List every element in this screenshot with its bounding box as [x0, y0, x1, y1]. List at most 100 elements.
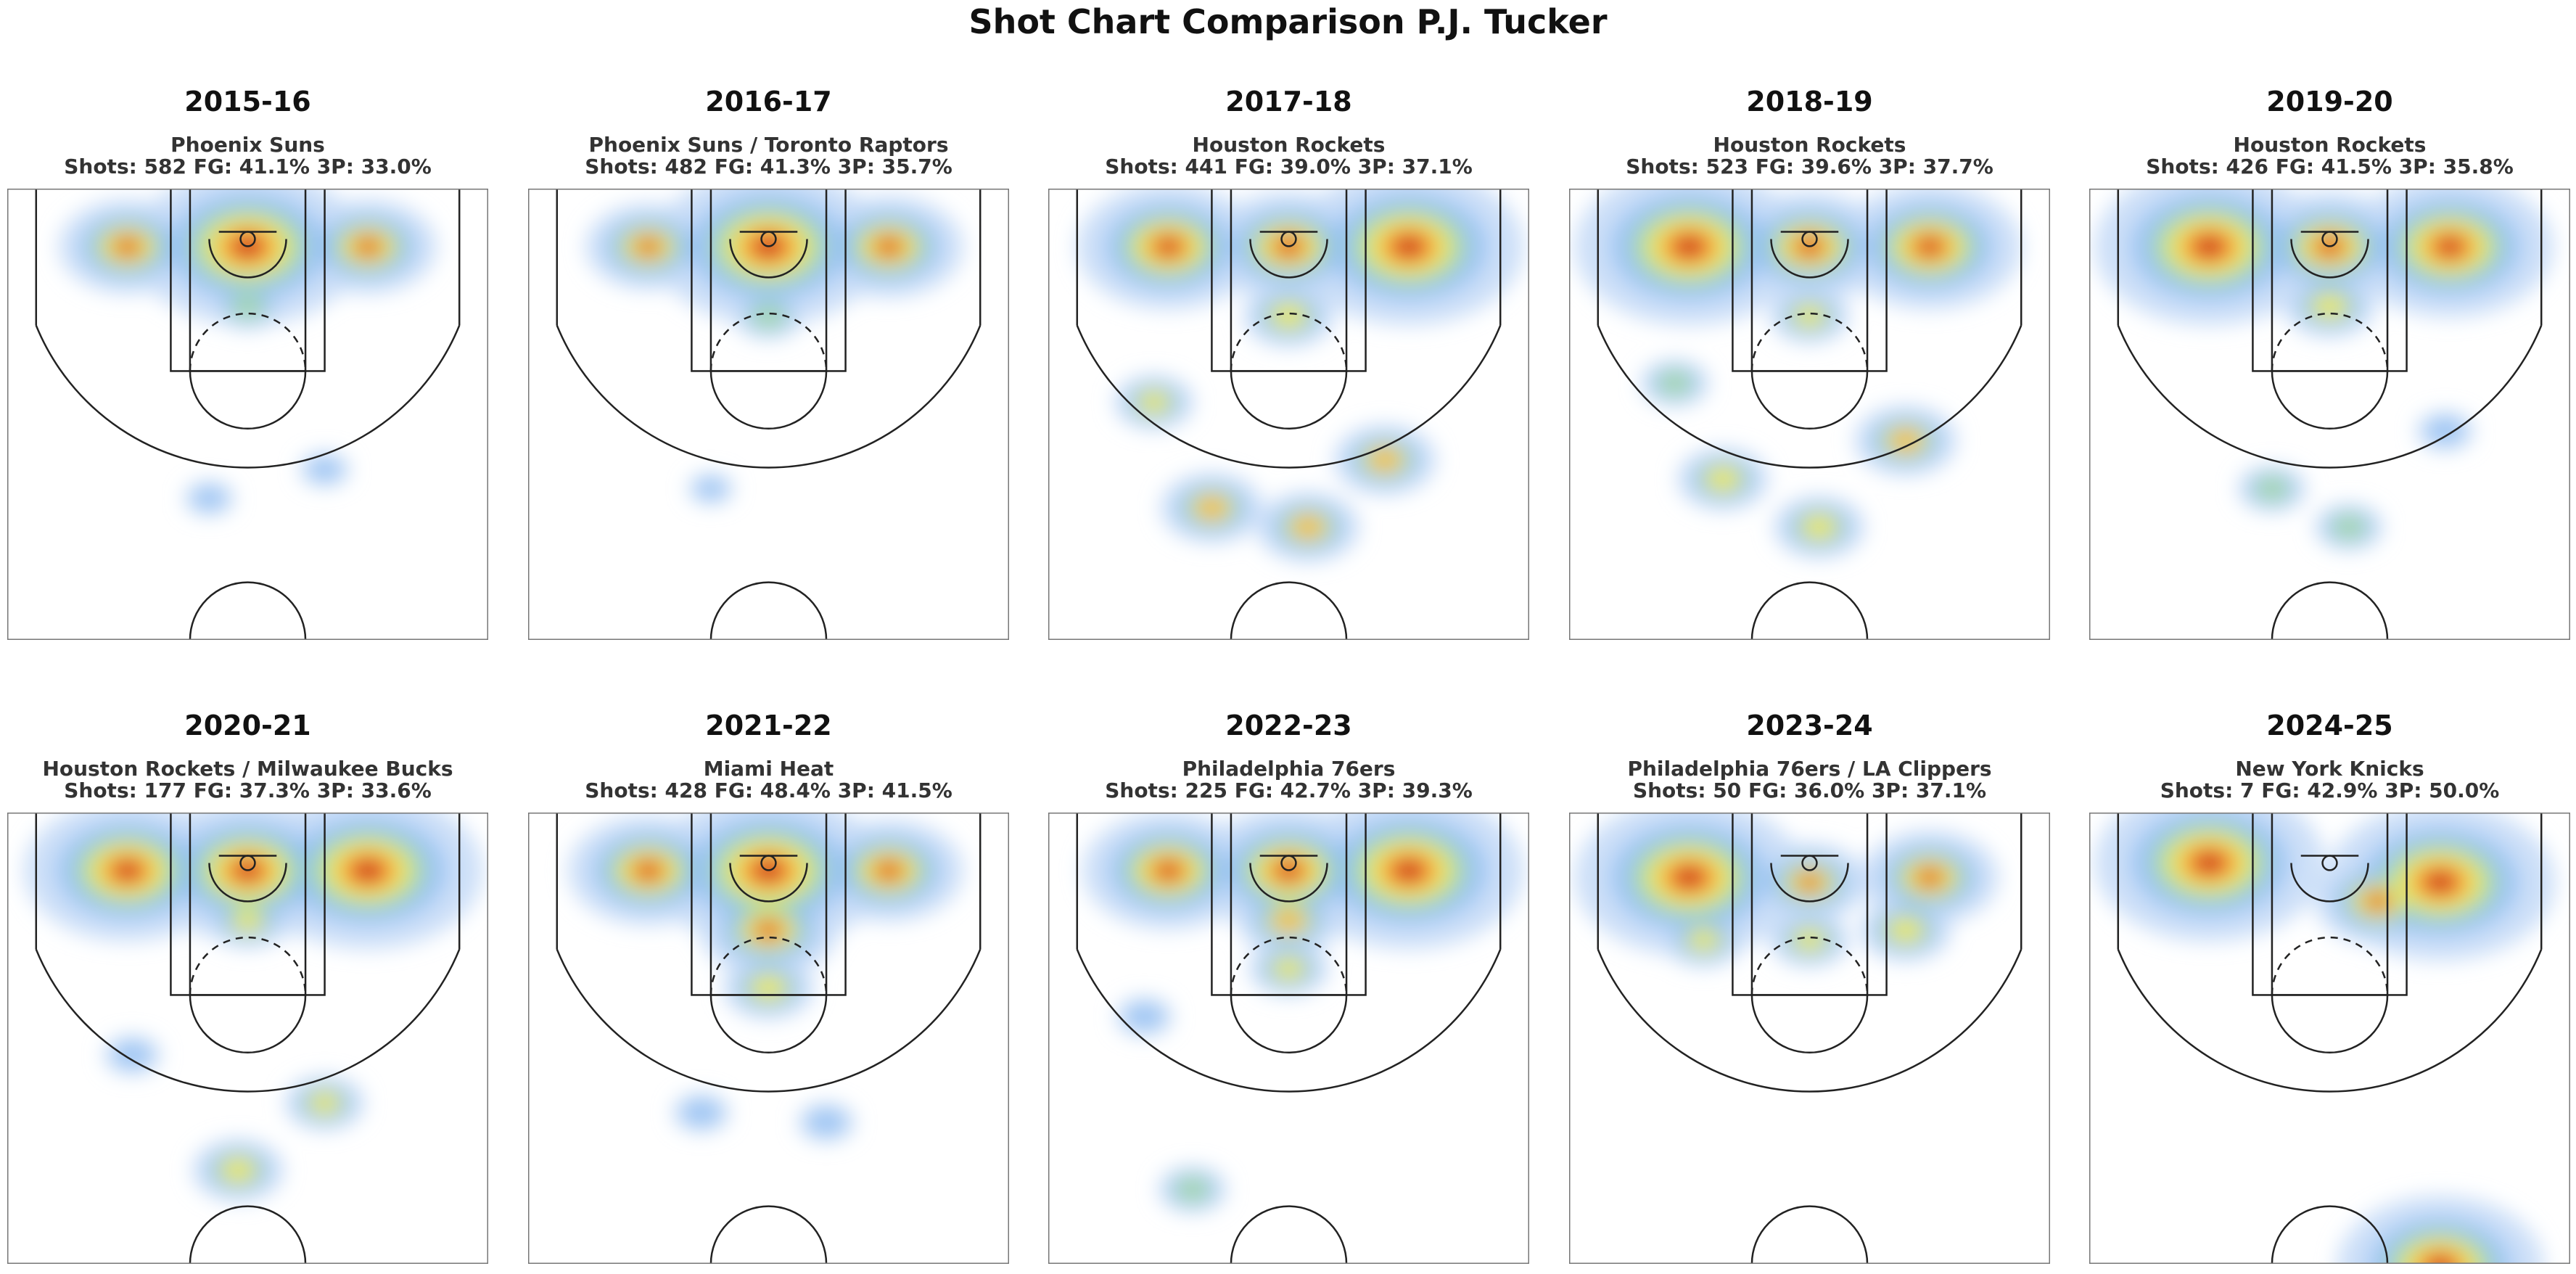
heat-blob	[1160, 241, 1177, 253]
court-svg	[528, 813, 1009, 1264]
season-title: 2022-23	[1225, 710, 1352, 741]
heat-blob	[752, 976, 786, 1000]
court-svg	[2089, 813, 2570, 1264]
heat-blob	[230, 294, 266, 318]
heat-blob	[2429, 874, 2451, 889]
shot-stats-label: Shots: 225 FG: 42.7% 3P: 39.3%	[1105, 778, 1473, 802]
heat-blob	[2424, 1254, 2457, 1264]
heat-blob	[1658, 371, 1692, 395]
heat-blob	[2332, 515, 2366, 539]
team-label: Houston Rockets / Milwaukee Bucks	[42, 757, 453, 781]
heat-blob	[641, 866, 656, 876]
season-title: 2018-19	[1746, 86, 1873, 118]
team-label: Philadelphia 76ers / LA Clippers	[1627, 757, 1992, 781]
shot-stats-label: Shots: 50 FG: 36.0% 3P: 37.1%	[1632, 778, 1987, 802]
heat-blob	[1124, 1003, 1165, 1031]
shot-stats-label: Shots: 582 FG: 41.1% 3P: 33.0%	[64, 155, 432, 178]
heat-blob	[1272, 304, 1306, 328]
heat-blob	[1139, 392, 1169, 413]
heat-blob	[1689, 929, 1719, 950]
heat-blob	[233, 910, 263, 931]
season-title: 2023-24	[1746, 710, 1873, 741]
shot-stats-label: Shots: 428 FG: 48.4% 3P: 41.5%	[585, 778, 952, 802]
heat-blob	[112, 1041, 152, 1069]
heat-blob	[751, 304, 786, 328]
heat-blob	[1295, 518, 1321, 536]
court-heatmap	[1048, 813, 1529, 1264]
team-label: Phoenix Suns	[170, 133, 325, 157]
season-title: 2017-18	[1225, 86, 1352, 118]
heat-blob	[1804, 878, 1815, 886]
heat-blob	[1160, 865, 1177, 876]
team-label: Miami Heat	[703, 757, 834, 781]
figure-title: Shot Chart Comparison P.J. Tucker	[968, 2, 1608, 41]
heat-blob	[1175, 1178, 1210, 1201]
court-heatmap	[2089, 813, 2570, 1264]
heat-blob	[2255, 477, 2289, 501]
heat-blob	[1398, 863, 1420, 879]
heat-blob	[1802, 515, 1836, 539]
heat-blob	[1893, 432, 1919, 450]
heat-blob	[642, 242, 654, 251]
court-heatmap	[1569, 189, 2050, 640]
heat-blob	[192, 486, 227, 511]
season-title: 2019-20	[2266, 86, 2393, 118]
heat-blob	[881, 866, 896, 876]
heat-blob	[1679, 239, 1700, 255]
heat-blob	[1795, 305, 1824, 326]
season-title: 2016-17	[705, 86, 832, 118]
heat-blob	[357, 863, 379, 879]
heat-blob	[120, 242, 134, 252]
heat-blob	[1921, 241, 1938, 253]
heat-blob	[2199, 855, 2221, 871]
team-label: Houston Rockets	[2233, 133, 2427, 157]
season-title: 2024-25	[2266, 710, 2393, 741]
court-heatmap	[528, 189, 1009, 640]
heat-blob	[1679, 870, 1700, 885]
court-svg	[2089, 189, 2570, 640]
heat-blob	[1706, 467, 1740, 491]
heat-blob	[681, 1098, 722, 1127]
heat-blob	[1275, 911, 1302, 930]
court-svg	[7, 813, 488, 1264]
court-heatmap	[1569, 813, 2050, 1264]
shot-stats-label: Shots: 7 FG: 42.9% 3P: 50.0%	[2160, 778, 2500, 802]
court-heatmap	[1048, 189, 1529, 640]
season-title: 2021-22	[705, 710, 832, 741]
heat-blob	[2199, 239, 2221, 255]
heat-blob	[806, 1109, 847, 1136]
heat-blob	[2313, 295, 2347, 318]
court-svg	[1569, 813, 2050, 1264]
shot-stats-label: Shots: 441 FG: 39.0% 3P: 37.1%	[1105, 155, 1473, 178]
heat-blob	[695, 477, 727, 500]
team-label: New York Knicks	[2235, 757, 2424, 781]
shot-stats-label: Shots: 177 FG: 37.3% 3P: 33.6%	[64, 778, 432, 802]
heat-blob	[2440, 240, 2460, 254]
team-label: Philadelphia 76ers	[1182, 757, 1396, 781]
heat-blob	[310, 1093, 340, 1114]
shot-stats-label: Shots: 426 FG: 41.5% 3P: 35.8%	[2146, 155, 2514, 178]
heat-blob	[2371, 897, 2384, 905]
shot-stats-label: Shots: 482 FG: 41.3% 3P: 35.7%	[585, 155, 952, 178]
heat-blob	[881, 242, 896, 252]
heat-blob	[1888, 918, 1923, 942]
team-label: Houston Rockets	[1713, 133, 1906, 157]
heat-blob	[762, 926, 775, 935]
heat-blob	[1372, 451, 1398, 469]
heat-blob	[1398, 239, 1420, 255]
court-svg	[528, 189, 1009, 640]
team-label: Phoenix Suns / Toronto Raptors	[588, 133, 949, 157]
heat-blob	[1795, 929, 1824, 950]
heat-blob	[221, 1159, 255, 1182]
heat-blob	[118, 864, 137, 878]
court-svg	[7, 189, 488, 640]
court-heatmap	[2089, 189, 2570, 640]
shot-stats-label: Shots: 523 FG: 39.6% 3P: 37.7%	[1626, 155, 1993, 178]
season-title: 2020-21	[184, 710, 311, 741]
court-heatmap	[528, 813, 1009, 1264]
court-svg	[1569, 189, 2050, 640]
heat-blob	[361, 242, 375, 252]
heat-blob	[1198, 498, 1225, 517]
court-heatmap	[7, 189, 488, 640]
court-svg	[1048, 813, 1529, 1264]
